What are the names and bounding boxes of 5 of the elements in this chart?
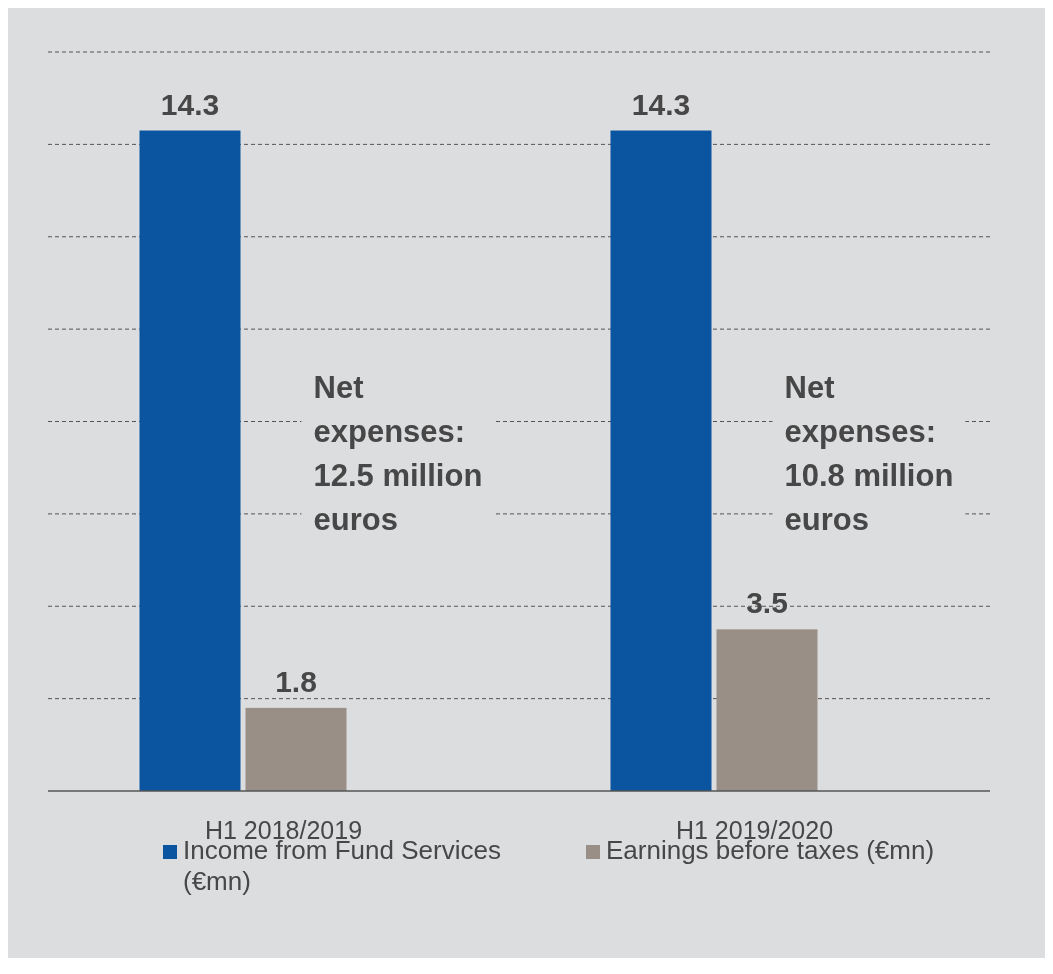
annotation: Net expenses: 10.8 million euros: [784, 370, 954, 537]
data-label: 14.3: [631, 87, 691, 121]
annotation: Net expenses: 12.5 million euros: [313, 370, 483, 537]
data-label: 14.3: [160, 87, 220, 121]
data-label: 1.8: [275, 664, 317, 698]
